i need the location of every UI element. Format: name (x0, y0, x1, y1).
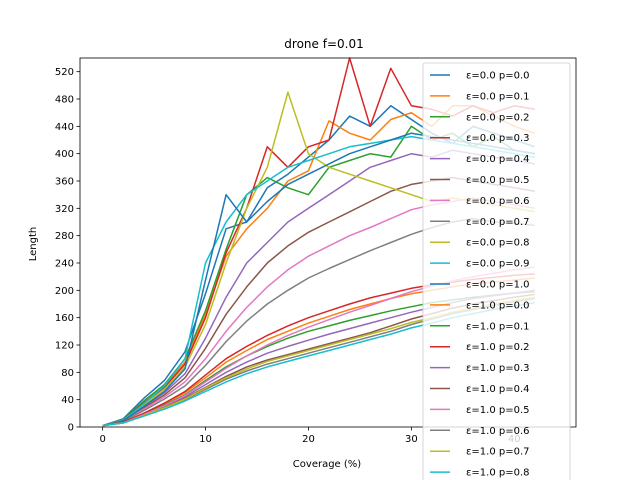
y-tick-label: 440 (55, 122, 74, 133)
x-axis-label: Coverage (%) (293, 459, 361, 470)
y-tick-label: 160 (55, 313, 74, 324)
legend-entry-label: ε=0.0 p=0.7 (466, 217, 530, 228)
y-tick-label: 120 (55, 341, 74, 352)
y-tick-label: 520 (55, 67, 74, 78)
legend-entry-label: ε=1.0 p=0.4 (466, 384, 530, 395)
legend: ε=0.0 p=0.0 ε=0.0 p=0.1 ε=0.0 p=0.2 ε=0.0 p… (422, 62, 571, 480)
legend-entry-label: ε=1.0 p=0.1 (466, 321, 530, 332)
legend-entry-label: ε=1.0 p=0.0 (466, 300, 530, 311)
y-tick-label: 240 (55, 259, 74, 270)
legend-entry-label: ε=0.0 p=1.0 (466, 280, 530, 291)
legend-entry-label: ε=1.0 p=0.2 (466, 342, 530, 353)
legend-entry-label: ε=0.0 p=0.3 (466, 133, 530, 144)
y-tick-label: 0 (68, 423, 74, 434)
legend-box (422, 62, 571, 480)
y-tick-label: 400 (55, 149, 74, 160)
y-tick-label: 200 (55, 286, 74, 297)
legend-entry-label: ε=0.0 p=0.2 (466, 112, 530, 123)
legend-entry-label: ε=0.0 p=0.4 (466, 154, 530, 165)
chart-title: drone f=0.01 (284, 37, 363, 51)
x-tick-label: 30 (405, 434, 418, 445)
legend-entry-label: ε=0.0 p=0.5 (466, 175, 530, 186)
legend-entry-label: ε=0.0 p=0.1 (466, 91, 530, 102)
legend-entry-label: ε=1.0 p=0.7 (466, 447, 530, 458)
y-tick-label: 480 (55, 95, 74, 106)
y-tick-label: 80 (61, 368, 74, 379)
y-tick-label: 40 (61, 395, 74, 406)
legend-entry-label: ε=0.0 p=0.8 (466, 238, 530, 249)
x-tick-label: 10 (199, 434, 212, 445)
x-tick-label: 0 (99, 434, 105, 445)
legend-entry-label: ε=1.0 p=0.8 (466, 468, 530, 479)
legend-entry-label: ε=0.0 p=0.9 (466, 259, 530, 270)
y-tick-label: 360 (55, 177, 74, 188)
x-tick-label: 20 (302, 434, 315, 445)
plot-frame (79, 57, 577, 428)
legend-entry-label: ε=0.0 p=0.0 (466, 71, 530, 82)
legend-entry-label: ε=1.0 p=0.6 (466, 426, 530, 437)
y-axis-label: Length (28, 227, 39, 262)
legend-entry-label: ε=0.0 p=0.6 (466, 196, 530, 207)
legend-entry-label: ε=1.0 p=0.5 (466, 405, 530, 416)
y-axis: 0 40 80 120 160 200 240 280 320 360 400 440 480 520 (55, 67, 80, 434)
legend-entry-label: ε=1.0 p=0.3 (466, 363, 530, 374)
y-tick-label: 320 (55, 204, 74, 215)
y-tick-label: 280 (55, 231, 74, 242)
